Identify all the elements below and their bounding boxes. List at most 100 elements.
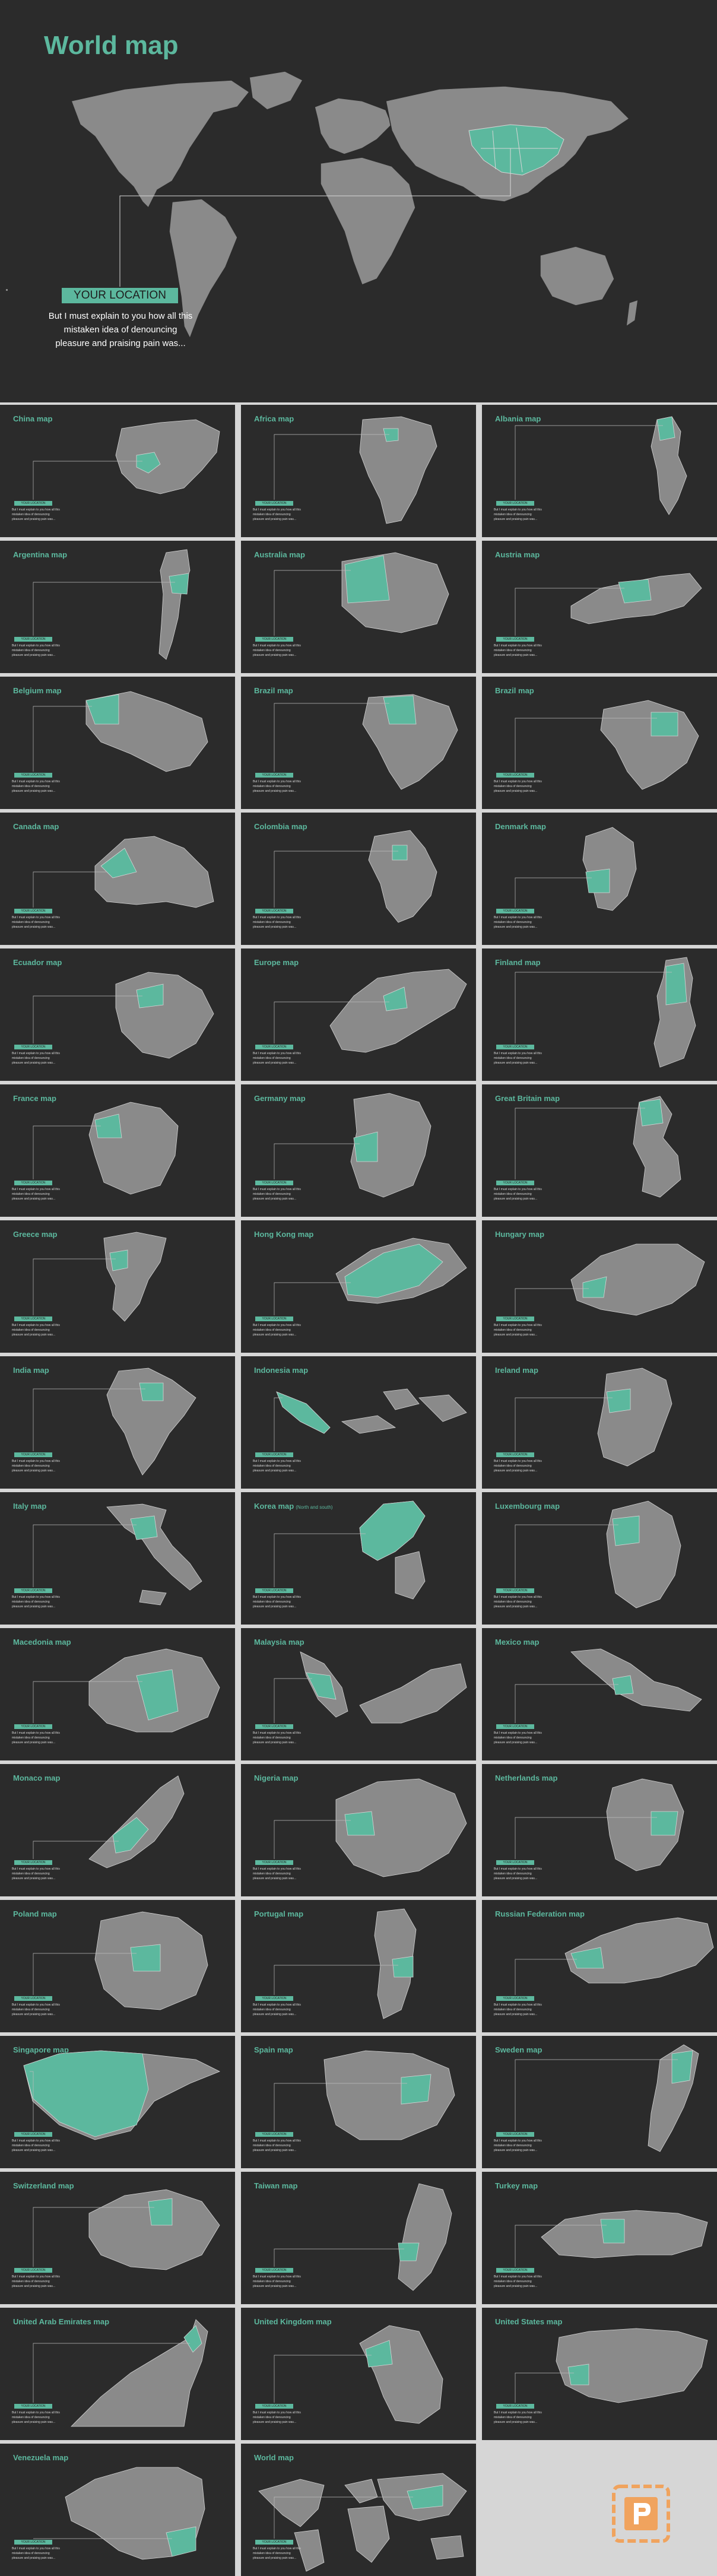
location-description: But I must explain to you how all this mi… (12, 1323, 77, 1337)
description-line: But I must explain to you how all this (253, 644, 301, 648)
location-connector-line (515, 1288, 589, 1315)
country-map-graphic (274, 969, 467, 1053)
card-title-text: Italy map (13, 1502, 47, 1511)
location-badge: YOUR LOCATION (255, 909, 293, 913)
description-line: But I must explain to you how all this (253, 780, 301, 783)
australia-landmass (540, 246, 615, 306)
location-description: But I must explain to you how all this mi… (253, 779, 318, 794)
country-landmass (359, 416, 437, 524)
location-badge: YOUR LOCATION (255, 1452, 293, 1457)
new-zealand-landmass (626, 299, 639, 328)
region-highlight (612, 1515, 640, 1546)
region-highlight (353, 1131, 378, 1162)
region-highlight (392, 1956, 414, 1978)
description-line: pleasure and praising pain was... (12, 1605, 56, 1609)
location-badge: YOUR LOCATION (255, 1996, 293, 2001)
description-line: pleasure and praising pain was... (253, 1877, 297, 1880)
location-badge: YOUR LOCATION (496, 1045, 534, 1049)
country-map-graphic (274, 1388, 467, 1451)
map-card-brazil: Brazil map YOUR LOCATION But I must explai… (241, 677, 476, 809)
card-title: Monaco map (13, 1774, 60, 1782)
description-line: pleasure and praising pain was... (12, 1061, 56, 1065)
card-title-text: Malaysia map (254, 1638, 304, 1647)
card-title-text: Belgium map (13, 686, 62, 695)
description-line: But I must explain to you how all this (494, 1188, 542, 1191)
description-line: But I must explain to you how all this (253, 2003, 301, 2007)
country-landmass (398, 2183, 452, 2291)
card-title-text: Great Britain map (495, 1094, 560, 1103)
card-title: Canada map (13, 822, 59, 831)
map-card-africa: Africa map YOUR LOCATION But I must explai… (241, 405, 476, 537)
location-badge: YOUR LOCATION (14, 2268, 52, 2273)
description-line: But I must explain to you how all this (494, 2003, 542, 2007)
location-description: But I must explain to you how all this mi… (12, 1459, 77, 1473)
region-highlight (398, 2242, 420, 2261)
region-highlight (585, 868, 610, 893)
description-line: pleasure and praising pain was... (253, 1197, 297, 1201)
card-title: Denmark map (495, 822, 546, 831)
country-map-graphic (274, 1778, 467, 1877)
location-description: But I must explain to you how all this mi… (12, 2546, 77, 2561)
location-badge: YOUR LOCATION (255, 2268, 293, 2273)
description-line: pleasure and praising pain was... (494, 925, 538, 929)
description-line: pleasure and praising pain was... (494, 653, 538, 657)
description-line: mistaken idea of denouncing (253, 921, 291, 924)
country-map-graphic (33, 1503, 202, 1606)
location-badge: YOUR LOCATION (14, 1452, 52, 1457)
location-badge: YOUR LOCATION (496, 1452, 534, 1457)
location-badge: YOUR LOCATION (14, 637, 52, 642)
description-line: pleasure and praising pain was... (12, 2556, 56, 2560)
card-title: Hong Kong map (254, 1230, 313, 1239)
location-connector-line (274, 851, 398, 908)
card-title-text: Venezuela map (13, 2453, 69, 2462)
description-line: mistaken idea of denouncing (12, 785, 50, 788)
description-line: mistaken idea of denouncing (494, 1192, 532, 1196)
location-connector-line (515, 1817, 657, 1859)
region-highlight (139, 1382, 164, 1401)
description-line: mistaken idea of denouncing (494, 1600, 532, 1604)
location-badge: YOUR LOCATION (255, 1181, 293, 1185)
country-landmass (570, 1243, 705, 1316)
region-highlight (383, 695, 417, 725)
card-title-text: Nigeria map (254, 1774, 299, 1782)
country-landmass (651, 416, 687, 515)
map-card-denmark: Denmark map YOUR LOCATION But I must expla… (482, 813, 717, 945)
region-highlight (306, 1672, 337, 1700)
location-badge: YOUR LOCATION (496, 501, 534, 506)
country-map-graphic (515, 827, 637, 911)
hero-slide: World map YOUR LOCATION But I must expla… (0, 0, 717, 402)
map-card-world: World map YOUR LOCATION But I must explain… (241, 2444, 476, 2576)
region-highlight (94, 1113, 122, 1138)
location-connector-line (274, 1820, 351, 1859)
card-title-text: Indonesia map (254, 1366, 309, 1375)
location-badge: YOUR LOCATION (14, 2404, 52, 2409)
location-description: But I must explain to you how all this mi… (494, 1595, 559, 1609)
region-highlight (344, 555, 390, 604)
description-line: But I must explain to you how all this (253, 1460, 301, 1463)
description-line: pleasure and praising pain was... (494, 1877, 538, 1880)
card-title: Europe map (254, 958, 299, 967)
country-landmass (71, 2319, 208, 2427)
location-description: But I must explain to you how all this mi… (12, 1731, 77, 1745)
description-line: pleasure and praising pain was... (494, 789, 538, 793)
map-card-russia: Russian Federation map YOUR LOCATION But I… (482, 1900, 717, 2032)
location-badge: YOUR LOCATION (255, 2404, 293, 2409)
region-highlight (23, 2050, 149, 2137)
card-title-text: Germany map (254, 1094, 306, 1103)
description-line: But I must explain to you how all this (12, 2003, 60, 2007)
location-badge: YOUR LOCATION (14, 1588, 52, 1593)
description-line: mistaken idea of denouncing (494, 2144, 532, 2147)
card-title-text: Switzerland map (13, 2181, 74, 2190)
card-title: Macedonia map (13, 1638, 71, 1647)
description-line: But I must explain to you how all this (253, 2139, 301, 2143)
card-subtitle: (North and south) (296, 1505, 333, 1510)
country-landmass (359, 2325, 443, 2424)
map-card-korea: Korea map (North and south) YOUR LOCATION B… (241, 1492, 476, 1625)
description-line: mistaken idea of denouncing (12, 1057, 50, 1060)
map-card-turkey: Turkey map YOUR LOCATION But I must explai… (482, 2172, 717, 2304)
card-title-text: Europe map (254, 958, 299, 967)
card-title: World map (254, 2453, 294, 2462)
country-map-graphic (274, 416, 437, 524)
card-title: Nigeria map (254, 1774, 298, 1782)
description-line: pleasure and praising pain was... (253, 925, 297, 929)
